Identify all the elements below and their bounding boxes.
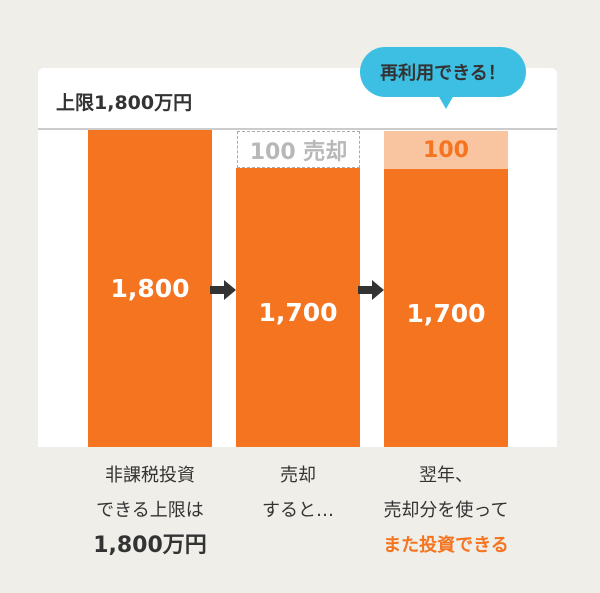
limit-header: 上限1,800万円 <box>38 68 557 130</box>
caption-line: 売却 <box>280 465 316 486</box>
caption-line: 翌年、 <box>419 465 473 486</box>
bar-value: 1,700 <box>406 298 486 328</box>
reusable-amount-box: 100 <box>384 131 508 169</box>
caption-sale: 売却 すると… <box>213 458 383 528</box>
caption-line: できる上限は <box>96 500 204 521</box>
reusable-label: 100 <box>423 137 469 163</box>
caption-line: 売却分を使って <box>383 500 509 521</box>
caption-limit: 非課税投資 できる上限は 1,800万円 <box>65 458 235 563</box>
limit-label: 上限1,800万円 <box>56 92 193 114</box>
bar-value: 1,700 <box>258 298 338 327</box>
sold-label: 100 売却 <box>249 139 348 165</box>
arrow-right-icon <box>358 280 384 300</box>
bar-limit: 1,800 <box>88 130 212 447</box>
reuse-speech-bubble: 再利用できる！ <box>360 47 526 109</box>
caption-next-year: 翌年、 売却分を使って また投資できる <box>361 458 531 563</box>
caption-line: 非課税投資 <box>105 465 195 486</box>
caption-line: すると… <box>262 500 334 521</box>
bar-value: 1,800 <box>110 274 190 303</box>
bubble-text: 再利用できる！ <box>380 63 506 84</box>
bar-next-year: 1,700 <box>384 169 508 447</box>
arrow-right-icon <box>210 280 236 300</box>
sold-amount-box: 100 売却 <box>237 131 360 168</box>
caption-amount: 1,800万円 <box>93 533 207 558</box>
caption-highlight: また投資できる <box>383 535 509 556</box>
bar-after-sale: 1,700 <box>236 168 360 447</box>
